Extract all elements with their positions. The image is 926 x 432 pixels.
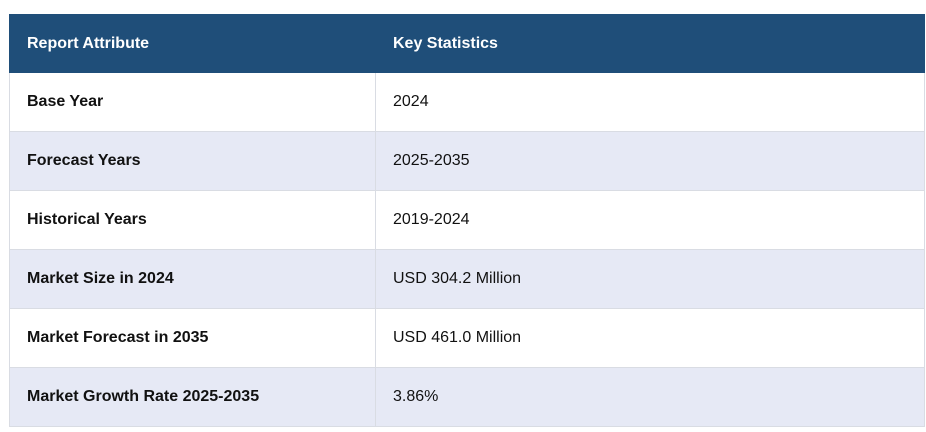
- attribute-cell: Historical Years: [9, 190, 376, 250]
- value-cell: 2025-2035: [375, 131, 925, 191]
- header-report-attribute: Report Attribute: [9, 14, 376, 73]
- header-key-statistics: Key Statistics: [375, 14, 925, 73]
- attribute-cell: Forecast Years: [9, 131, 376, 191]
- attribute-cell: Market Forecast in 2035: [9, 308, 376, 368]
- value-cell: USD 304.2 Million: [375, 249, 925, 309]
- value-cell: USD 461.0 Million: [375, 308, 925, 368]
- report-table-container: Report Attribute Key Statistics Base Yea…: [9, 14, 925, 427]
- table-header: Report Attribute Key Statistics: [9, 14, 925, 73]
- value-cell: 2019-2024: [375, 190, 925, 250]
- value-cell: 2024: [375, 72, 925, 132]
- table-row: Base Year 2024: [9, 72, 925, 132]
- table-row: Market Growth Rate 2025-2035 3.86%: [9, 367, 925, 427]
- attribute-cell: Market Size in 2024: [9, 249, 376, 309]
- report-attributes-table: Report Attribute Key Statistics Base Yea…: [9, 14, 925, 427]
- header-row: Report Attribute Key Statistics: [9, 14, 925, 73]
- table-row: Forecast Years 2025-2035: [9, 131, 925, 191]
- attribute-cell: Base Year: [9, 72, 376, 132]
- table-row: Market Forecast in 2035 USD 461.0 Millio…: [9, 308, 925, 368]
- table-body: Base Year 2024 Forecast Years 2025-2035 …: [9, 72, 925, 427]
- value-cell: 3.86%: [375, 367, 925, 427]
- attribute-cell: Market Growth Rate 2025-2035: [9, 367, 376, 427]
- table-row: Historical Years 2019-2024: [9, 190, 925, 250]
- table-row: Market Size in 2024 USD 304.2 Million: [9, 249, 925, 309]
